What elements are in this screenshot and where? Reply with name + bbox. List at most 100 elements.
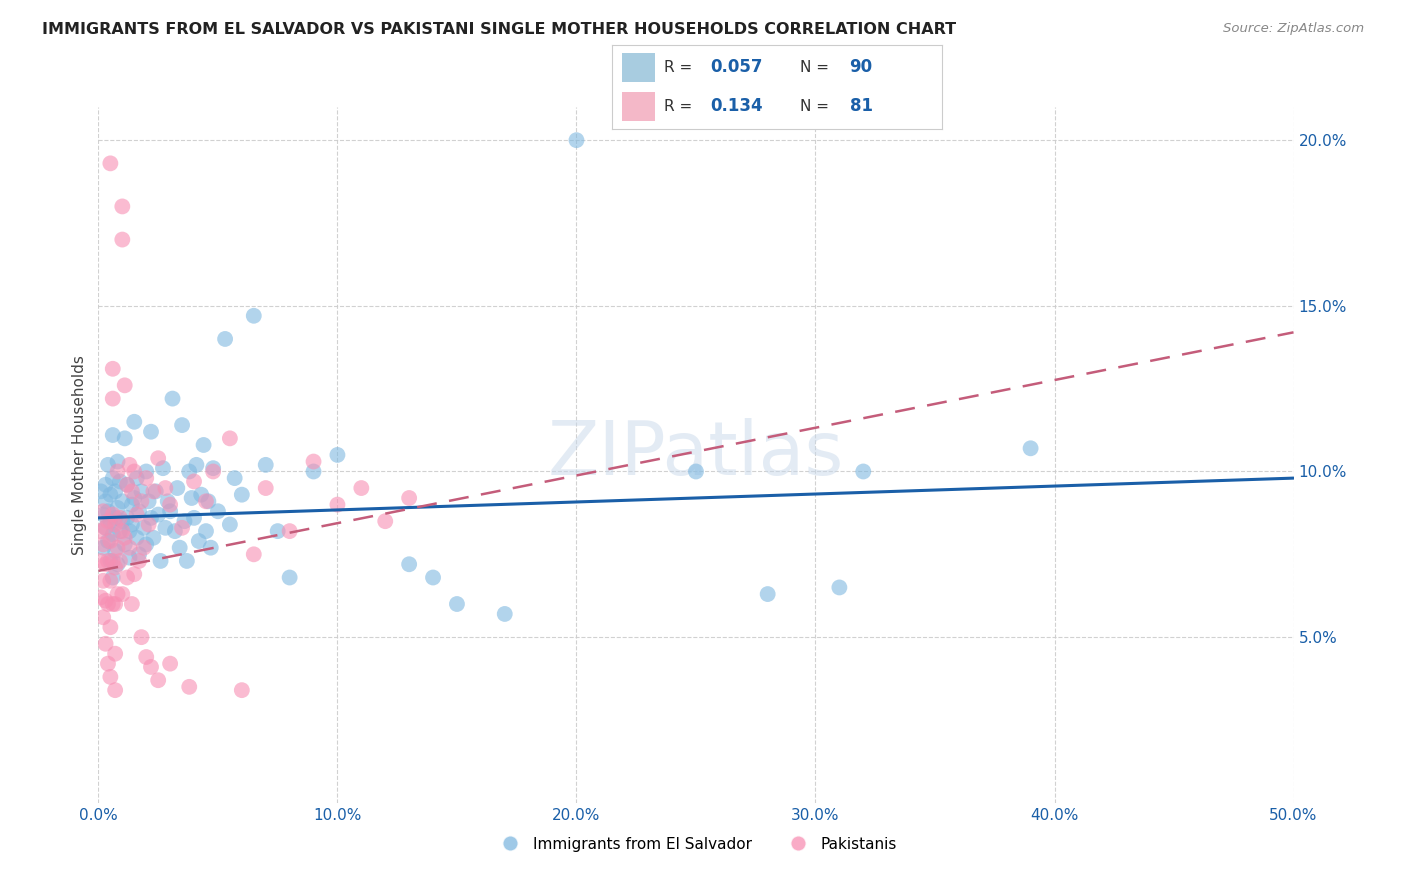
Point [94,521,117,535]
Point [90,591,112,605]
Point [94,637,117,651]
Point [207,504,229,518]
Point [104,683,127,698]
Point [148,508,170,522]
Point [124,491,146,505]
Point [104,484,127,499]
Text: 0.134: 0.134 [710,97,763,115]
Point [101,471,124,485]
Point [166,481,188,495]
Point [828,581,851,595]
Point [108,511,131,525]
Point [195,494,218,508]
Bar [621,54,655,82]
Point [565,133,588,147]
Point [91,508,114,522]
Point [97,514,120,528]
Point [104,544,127,558]
Point [97,504,120,518]
Point [172,418,194,433]
Text: N =: N = [800,99,834,114]
Point [108,475,131,489]
Point [183,511,205,525]
Point [114,531,136,545]
Point [98,514,122,528]
Point [98,620,122,634]
Point [115,477,138,491]
Text: 81: 81 [849,97,873,115]
Point [121,498,143,512]
Point [254,458,277,472]
Point [224,471,246,485]
Point [756,587,779,601]
Point [302,465,325,479]
Point [278,524,301,538]
Point [148,451,170,466]
Point [114,378,136,392]
Point [132,521,155,535]
Point [398,558,420,572]
Point [124,465,146,479]
Point [121,517,143,532]
Point [115,477,138,491]
Point [111,524,134,538]
Bar [621,92,655,120]
Point [422,570,444,584]
Point [118,541,141,555]
Point [219,517,242,532]
Point [111,514,134,528]
Point [107,465,129,479]
Point [108,554,131,568]
Point [101,527,124,541]
Point [94,593,117,607]
Point [115,570,138,584]
Point [121,597,143,611]
Point [114,537,136,551]
Point [350,481,373,495]
Point [94,521,117,535]
Point [91,541,114,555]
Text: Source: ZipAtlas.com: Source: ZipAtlas.com [1223,22,1364,36]
Point [169,541,191,555]
Point [302,454,325,468]
Point [131,484,153,499]
Point [202,465,225,479]
Point [98,488,122,502]
Point [111,494,134,508]
Point [91,610,114,624]
Point [155,481,177,495]
Point [852,465,875,479]
Point [142,531,165,545]
Point [219,431,242,445]
Point [115,511,138,525]
Point [135,537,157,551]
Point [494,607,516,621]
Point [94,558,117,572]
Point [186,458,208,472]
Point [159,657,181,671]
Point [267,524,290,538]
Point [132,541,155,555]
Point [101,361,124,376]
Point [183,475,205,489]
Point [148,673,170,688]
Point [159,498,181,512]
Point [104,511,127,525]
Point [91,574,114,588]
Point [138,494,160,508]
Point [121,484,143,499]
Point [326,448,349,462]
Point [135,465,157,479]
Point [107,500,129,515]
Point [243,309,266,323]
Point [90,524,112,538]
Point [128,547,150,561]
Point [173,514,195,528]
Point [243,547,266,561]
Point [231,683,253,698]
Point [200,541,222,555]
Point [179,465,201,479]
Point [108,524,131,538]
Point [254,481,277,495]
Point [176,554,198,568]
